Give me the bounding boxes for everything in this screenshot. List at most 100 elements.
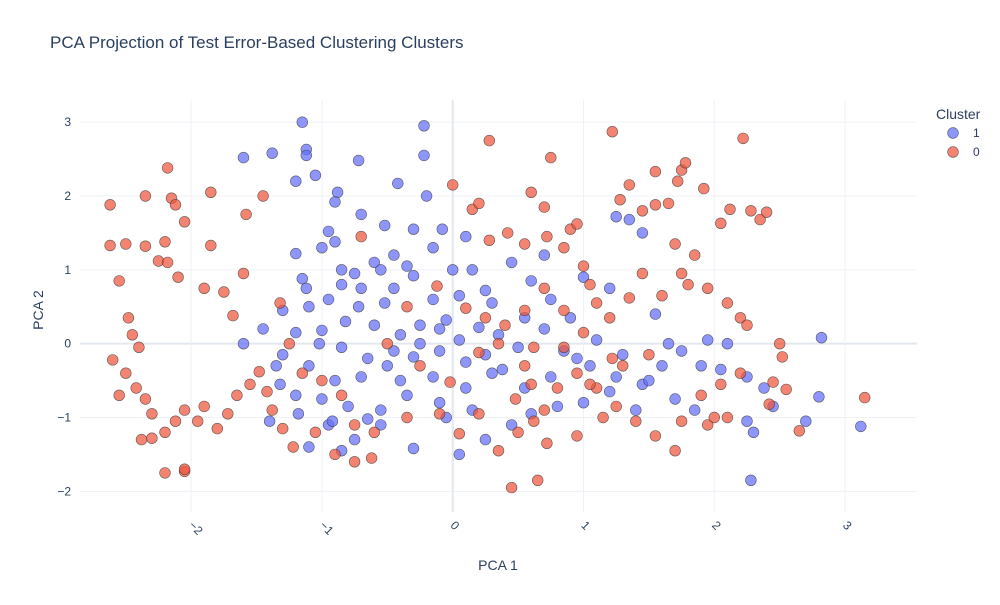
y-tick-label: 0 [64,337,71,351]
data-point-cluster-1 [813,391,825,403]
legend-label: 1 [973,126,980,140]
data-point-cluster-1 [375,404,387,416]
data-point-cluster-1 [433,323,446,335]
data-point-cluster-0 [231,389,243,401]
data-point-cluster-0 [198,400,210,413]
data-point-cluster-1 [643,374,655,387]
data-point-cluster-1 [362,352,374,365]
data-point-cluster-1 [352,154,365,167]
data-point-cluster-0 [518,360,531,372]
data-point-cluster-1 [564,312,577,324]
data-point-cluster-1 [368,256,380,269]
data-point-cluster-1 [636,227,649,239]
data-point-cluster-1 [303,441,315,453]
data-point-cluster-1 [316,393,328,405]
data-point-cluster-0 [525,378,537,390]
data-point-cluster-0 [355,230,367,243]
data-point-cluster-1 [603,282,616,294]
data-point-cluster-0 [776,351,788,363]
data-point-cluster-1 [610,371,622,383]
data-point-cluster-0 [169,415,182,427]
data-point-cluster-0 [447,179,459,191]
data-point-cluster-0 [603,312,616,324]
data-point-cluster-0 [584,378,596,390]
data-point-cluster-1 [701,334,714,346]
data-point-cluster-0 [669,238,681,250]
data-point-cluster-1 [747,426,760,438]
data-point-cluster-0 [348,419,361,431]
data-point-cluster-0 [198,282,210,294]
data-point-cluster-0 [675,267,688,280]
data-point-cluster-1 [313,338,325,350]
data-point-cluster-1 [257,323,269,335]
data-point-cluster-0 [431,280,443,292]
data-point-cluster-0 [348,456,361,468]
data-point-cluster-1 [453,290,465,302]
data-point-cluster-1 [479,284,492,297]
data-point-cluster-0 [316,374,328,387]
data-point-cluster-0 [205,239,217,252]
data-point-cluster-1 [715,363,727,376]
data-point-cluster-1 [551,400,564,413]
data-point-cluster-0 [721,297,734,309]
data-point-cluster-1 [440,314,452,326]
data-point-cluster-0 [584,278,596,291]
data-point-cluster-1 [237,338,250,350]
data-point-cluster-0 [643,349,655,361]
data-point-cluster-1 [538,323,550,335]
data-point-cluster-0 [492,338,505,350]
data-point-cluster-0 [606,352,618,365]
data-point-cluster-1 [616,349,629,361]
data-point-cluster-0 [509,393,522,405]
data-point-cluster-0 [453,428,465,440]
data-point-cluster-0 [146,432,158,444]
data-point-cluster-1 [433,397,446,409]
data-point-cluster-1 [407,270,420,282]
data-point-cluster-1 [538,249,550,261]
data-point-cluster-1 [815,332,828,344]
legend-item-cluster-1[interactable]: 1 [947,126,980,140]
data-point-cluster-1 [675,345,688,357]
data-point-cluster-1 [610,211,622,223]
data-point-cluster-1 [309,169,322,182]
data-point-cluster-0 [178,216,191,228]
data-point-cluster-0 [120,367,132,379]
data-point-cluster-1 [505,256,518,269]
data-point-cluster-1 [290,326,302,339]
data-point-cluster-1 [296,273,308,285]
data-point-cluster-0 [724,203,736,216]
data-point-cluster-1 [496,363,509,376]
axes: −2 −1 0 1 2 3 −2 −1 0 1 2 3 [57,115,854,538]
data-point-cluster-1 [348,433,361,446]
data-point-cluster-0 [274,297,286,309]
data-point-cluster-0 [623,179,635,191]
data-point-cluster-1 [577,397,590,409]
y-tick-label: 1 [64,263,71,277]
data-point-cluster-1 [649,308,662,320]
data-point-cluster-1 [545,293,557,306]
data-point-cluster-0 [545,151,557,164]
data-point-cluster-1 [303,360,315,372]
x-tick-label: 0 [448,518,463,533]
data-point-cluster-0 [623,292,635,304]
data-point-cluster-0 [636,267,649,280]
data-point-cluster-1 [758,382,770,394]
legend[interactable]: Cluster 1 0 [936,106,981,159]
legend-marker [947,146,959,158]
legend-item-cluster-0[interactable]: 0 [947,145,980,159]
data-point-cluster-1 [460,356,472,368]
data-point-cluster-1 [505,419,518,431]
data-point-cluster-0 [161,162,174,174]
data-point-cluster-1 [695,360,707,372]
data-point-cluster-0 [113,389,125,401]
data-point-cluster-1 [379,297,391,309]
data-point-cluster-0 [169,199,182,211]
data-point-cluster-1 [460,230,472,243]
x-tick-label: 1 [578,518,593,533]
data-point-cluster-1 [379,219,391,232]
data-point-cluster-0 [538,404,550,416]
data-point-cluster-1 [855,420,867,433]
y-tick-label: −2 [57,484,71,498]
